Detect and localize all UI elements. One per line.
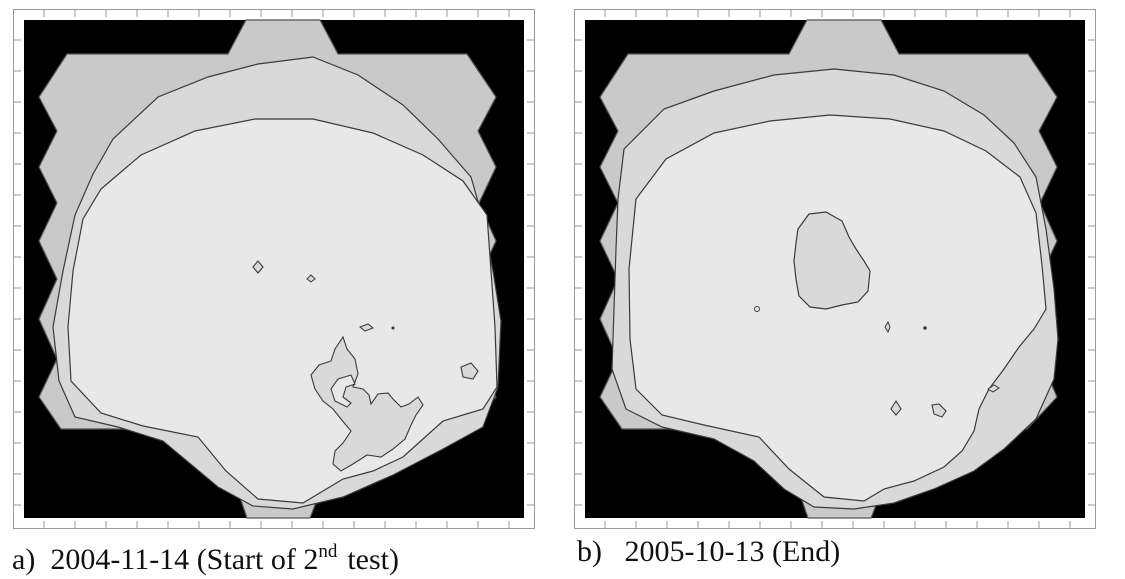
spot-5-a	[460, 362, 479, 380]
spot-4-b	[987, 384, 1000, 393]
spot-3-b	[923, 326, 927, 330]
contour-map-b	[574, 9, 1096, 529]
spot-2-b	[884, 320, 891, 334]
spot-1-a	[252, 260, 264, 274]
caption-a-pre: (Start of 2	[196, 543, 319, 576]
spot-3-a	[359, 323, 374, 332]
caption-a-post: test)	[347, 543, 399, 576]
contour-hole-a	[330, 374, 356, 408]
caption-a-sup: nd	[318, 541, 338, 562]
caption-b-label: b)	[577, 535, 602, 568]
spot-2-a	[306, 274, 316, 283]
ticks-b	[575, 10, 1095, 528]
contour-map-a-svg	[13, 9, 535, 529]
caption-b: b) 2005-10-13 (End)	[577, 533, 840, 571]
contour-map-a	[13, 9, 535, 529]
caption-a-label: a)	[12, 543, 36, 576]
caption-a: a) 2004-11-14 (Start of 2nd test)	[12, 533, 399, 579]
caption-b-text: (End)	[771, 535, 841, 568]
contour-inner-b	[628, 114, 1047, 502]
caption-a-date: 2004-11-14	[50, 543, 190, 576]
contour-map-b-svg	[574, 9, 1096, 529]
spot-1-b	[754, 306, 760, 312]
spot-6-b	[931, 403, 947, 418]
ticks-a	[14, 10, 534, 528]
contour-island-a	[310, 335, 424, 472]
spot-4-a	[391, 326, 395, 330]
spot-5-b	[890, 399, 902, 416]
contour-island-b	[793, 211, 871, 310]
caption-b-date: 2005-10-13	[624, 535, 765, 568]
